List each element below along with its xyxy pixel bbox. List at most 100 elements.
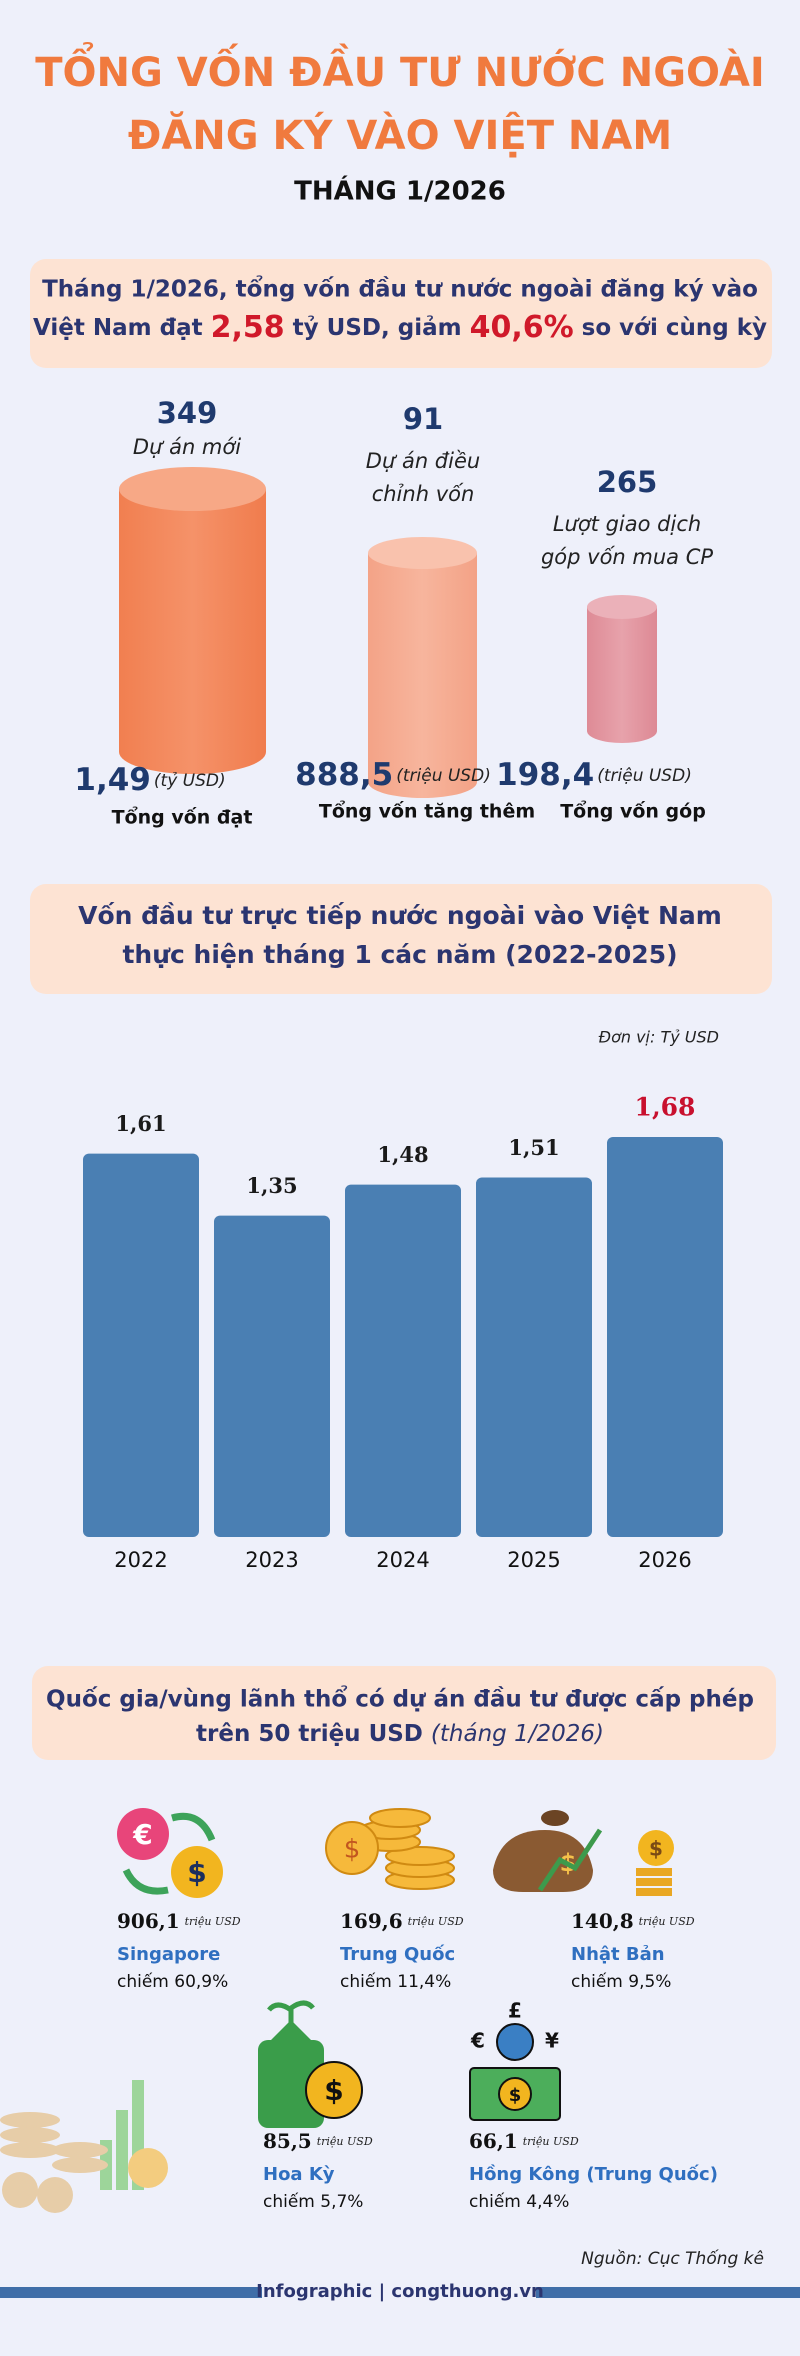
project-count: 349 bbox=[157, 396, 218, 430]
summary-value: 2,58 bbox=[211, 310, 285, 345]
svg-text:£: £ bbox=[508, 1999, 522, 2023]
project-caption: Tổng vốn đạt bbox=[112, 806, 253, 829]
unit-label: Đơn vị: Tỷ USD bbox=[599, 1028, 719, 1047]
summary-value: 40,6% bbox=[470, 310, 574, 345]
country-share: chiếm 60,9% bbox=[117, 1971, 228, 1992]
summary-box bbox=[30, 259, 772, 368]
cylinder bbox=[368, 537, 477, 798]
country-value: 66,1 triệu USD bbox=[469, 2129, 579, 2153]
country-name: Nhật Bản bbox=[571, 1944, 665, 1965]
subtitle: THÁNG 1/2026 bbox=[294, 175, 506, 207]
title: TỔNG VỐN ĐẦU TƯ NƯỚC NGOÀI bbox=[35, 41, 765, 96]
value-label: 1,68 bbox=[635, 1093, 696, 1122]
project-caption: Tổng vốn tăng thêm bbox=[319, 800, 535, 823]
bar bbox=[607, 1137, 723, 1537]
bar bbox=[83, 1153, 199, 1537]
section-title: Vốn đầu tư trực tiếp nước ngoài vào Việt… bbox=[78, 901, 722, 930]
svg-text:$: $ bbox=[187, 1856, 206, 1889]
project-amount: 1,49 (tỷ USD) bbox=[74, 762, 225, 798]
bar bbox=[476, 1177, 592, 1537]
icon-china: $ bbox=[325, 1808, 455, 1890]
project-amount: 888,5 (triệu USD) bbox=[295, 757, 491, 793]
title: ĐĂNG KÝ VÀO VIỆT NAM bbox=[128, 110, 672, 159]
value: 66,1 bbox=[469, 2129, 518, 2153]
credit: Infographic | congthuong.vn bbox=[256, 2281, 544, 2302]
section-title: trên 50 triệu USD (tháng 1/2026) bbox=[196, 1721, 604, 1747]
svg-text:€: € bbox=[470, 2029, 485, 2053]
amount-value: 1,49 bbox=[74, 762, 151, 798]
unit: triệu USD bbox=[523, 2135, 579, 2148]
summary-text: Việt Nam đạt bbox=[33, 315, 203, 341]
cylinder bbox=[587, 595, 657, 743]
source: Nguồn: Cục Thống kê bbox=[581, 2248, 764, 2269]
country-value: 169,6 triệu USD bbox=[340, 1909, 464, 1933]
summary-line: Việt Nam đạt 2,58 tỷ USD, giảm 40,6% so … bbox=[33, 310, 767, 345]
svg-text:¥: ¥ bbox=[545, 2029, 559, 2053]
country-name: Trung Quốc bbox=[340, 1944, 455, 1965]
value: 169,6 bbox=[340, 1909, 403, 1933]
country-share: chiếm 4,4% bbox=[469, 2191, 569, 2212]
unit: triệu USD bbox=[317, 2135, 373, 2148]
bar bbox=[345, 1184, 461, 1537]
amount-unit: (triệu USD) bbox=[396, 766, 491, 786]
cylinder bbox=[119, 467, 266, 775]
section-title-text: trên 50 triệu USD bbox=[196, 1721, 423, 1747]
x-tick-label: 2023 bbox=[245, 1548, 298, 1572]
bar bbox=[214, 1215, 330, 1537]
project-caption: Tổng vốn góp bbox=[560, 800, 706, 823]
svg-text:$: $ bbox=[509, 2085, 522, 2106]
country-share: chiếm 11,4% bbox=[340, 1971, 451, 1992]
svg-text:$: $ bbox=[344, 1835, 361, 1865]
summary-text: so với cùng kỳ bbox=[582, 315, 767, 341]
footer-bar bbox=[0, 2287, 262, 2298]
project-label: góp vốn mua CP bbox=[541, 545, 713, 569]
project-count: 265 bbox=[597, 465, 658, 499]
country-name: Hồng Kông (Trung Quốc) bbox=[469, 2164, 718, 2185]
svg-text:$: $ bbox=[324, 2074, 343, 2107]
svg-text:€: € bbox=[132, 1818, 152, 1851]
value: 85,5 bbox=[263, 2129, 312, 2153]
amount-unit: (triệu USD) bbox=[597, 766, 692, 786]
value-label: 1,61 bbox=[115, 1111, 166, 1136]
value-label: 1,51 bbox=[508, 1135, 559, 1160]
amount-unit: (tỷ USD) bbox=[154, 771, 226, 791]
value-label: 1,48 bbox=[377, 1142, 428, 1167]
icon-singapore: € $ bbox=[117, 1808, 223, 1898]
value-label: 1,35 bbox=[246, 1173, 297, 1198]
svg-text:$: $ bbox=[649, 1837, 663, 1861]
country-share: chiếm 5,7% bbox=[263, 2191, 363, 2212]
unit: triệu USD bbox=[639, 1915, 695, 1928]
country-value: 85,5 triệu USD bbox=[263, 2129, 373, 2153]
x-tick-label: 2022 bbox=[114, 1548, 167, 1572]
x-tick-label: 2025 bbox=[507, 1548, 560, 1572]
summary-text: tỷ USD, giảm bbox=[293, 315, 462, 341]
value: 906,1 bbox=[117, 1909, 180, 1933]
country-value: 906,1 triệu USD bbox=[117, 1909, 241, 1933]
amount-value: 888,5 bbox=[295, 757, 393, 793]
footer-bar bbox=[536, 2287, 800, 2298]
unit: triệu USD bbox=[408, 1915, 464, 1928]
icon-hongkong: $ € ¥ £ bbox=[469, 1999, 561, 2121]
country-share: chiếm 9,5% bbox=[571, 1971, 671, 1992]
project-label: Lượt giao dịch bbox=[553, 512, 701, 536]
project-label: Dự án điều bbox=[366, 449, 480, 473]
country-value: 140,8 triệu USD bbox=[571, 1909, 695, 1933]
project-label: Dự án mới bbox=[133, 435, 241, 459]
country-name: Singapore bbox=[117, 1944, 220, 1965]
project-count: 91 bbox=[403, 402, 443, 436]
decoration-coins bbox=[0, 2080, 168, 2213]
icon-japan: $ $ bbox=[493, 1810, 674, 1896]
section-box bbox=[30, 884, 772, 994]
country-name: Hoa Kỳ bbox=[263, 2164, 335, 2185]
section-box bbox=[32, 1666, 776, 1760]
value: 140,8 bbox=[571, 1909, 634, 1933]
icon-usa: $ bbox=[258, 2000, 363, 2128]
x-tick-label: 2026 bbox=[638, 1548, 691, 1572]
section-title-note: (tháng 1/2026) bbox=[431, 1721, 604, 1747]
section-title: thực hiện tháng 1 các năm (2022-2025) bbox=[122, 940, 677, 969]
project-amount: 198,4 (triệu USD) bbox=[496, 757, 692, 793]
section-title: Quốc gia/vùng lãnh thổ có dự án đầu tư đ… bbox=[46, 1685, 754, 1713]
unit: triệu USD bbox=[185, 1915, 241, 1928]
x-tick-label: 2024 bbox=[376, 1548, 429, 1572]
